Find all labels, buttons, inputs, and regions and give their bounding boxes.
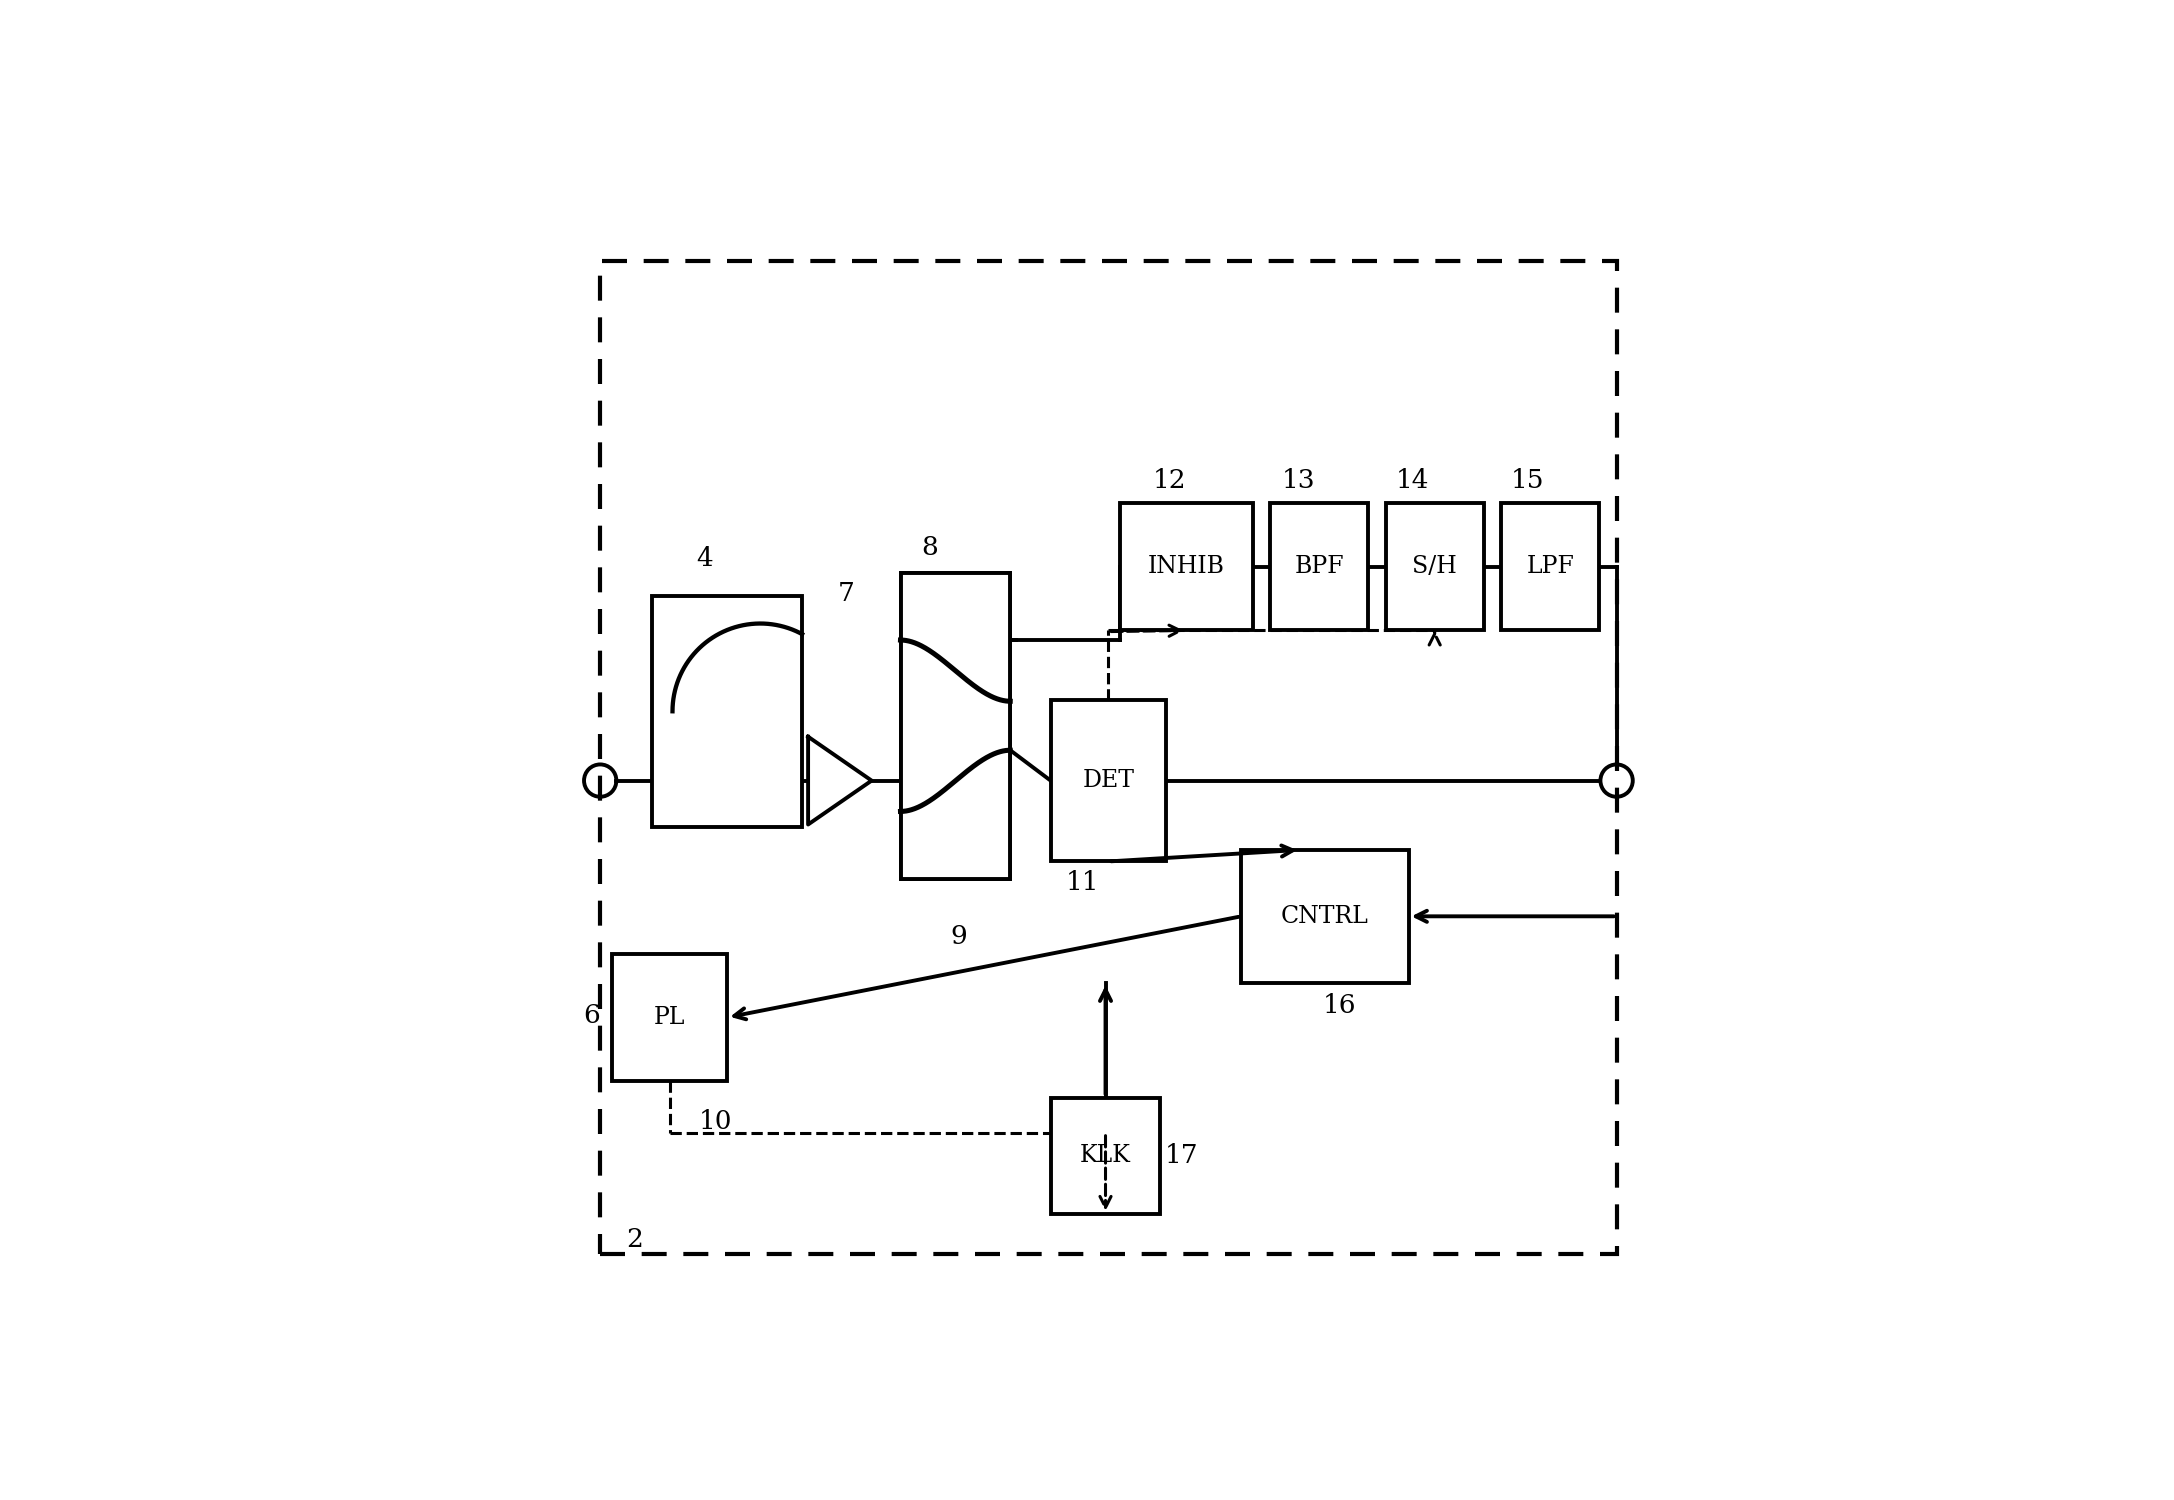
FancyBboxPatch shape: [600, 261, 1617, 1254]
Text: CNTRL: CNTRL: [1280, 904, 1370, 928]
Text: 16: 16: [1322, 993, 1357, 1018]
Text: BPF: BPF: [1294, 555, 1344, 579]
Text: 6: 6: [585, 1002, 600, 1028]
Text: 11: 11: [1065, 870, 1100, 894]
Text: INHIB: INHIB: [1148, 555, 1224, 579]
FancyBboxPatch shape: [1050, 699, 1165, 861]
Text: LPF: LPF: [1526, 555, 1574, 579]
Text: 13: 13: [1283, 468, 1315, 494]
FancyBboxPatch shape: [611, 954, 728, 1082]
FancyBboxPatch shape: [652, 596, 802, 826]
FancyBboxPatch shape: [1385, 504, 1485, 630]
Text: 14: 14: [1396, 468, 1428, 494]
Text: 7: 7: [837, 580, 854, 606]
Text: 4: 4: [696, 546, 713, 572]
Text: 8: 8: [922, 536, 937, 560]
Text: 17: 17: [1165, 1143, 1198, 1168]
FancyBboxPatch shape: [1241, 850, 1409, 982]
FancyBboxPatch shape: [900, 573, 1011, 879]
Text: 2: 2: [626, 1227, 644, 1251]
Text: S/H: S/H: [1413, 555, 1457, 579]
Text: 15: 15: [1511, 468, 1544, 494]
FancyBboxPatch shape: [900, 573, 1011, 879]
Text: 9: 9: [950, 924, 967, 950]
FancyBboxPatch shape: [1500, 504, 1600, 630]
FancyBboxPatch shape: [1120, 504, 1252, 630]
Polygon shape: [809, 736, 872, 825]
Text: DET: DET: [1083, 770, 1135, 792]
Text: KLK: KLK: [1080, 1144, 1130, 1167]
Text: PL: PL: [654, 1007, 685, 1029]
Text: 12: 12: [1152, 468, 1187, 494]
Text: 10: 10: [700, 1108, 733, 1134]
FancyBboxPatch shape: [1050, 1098, 1161, 1214]
FancyBboxPatch shape: [1270, 504, 1367, 630]
